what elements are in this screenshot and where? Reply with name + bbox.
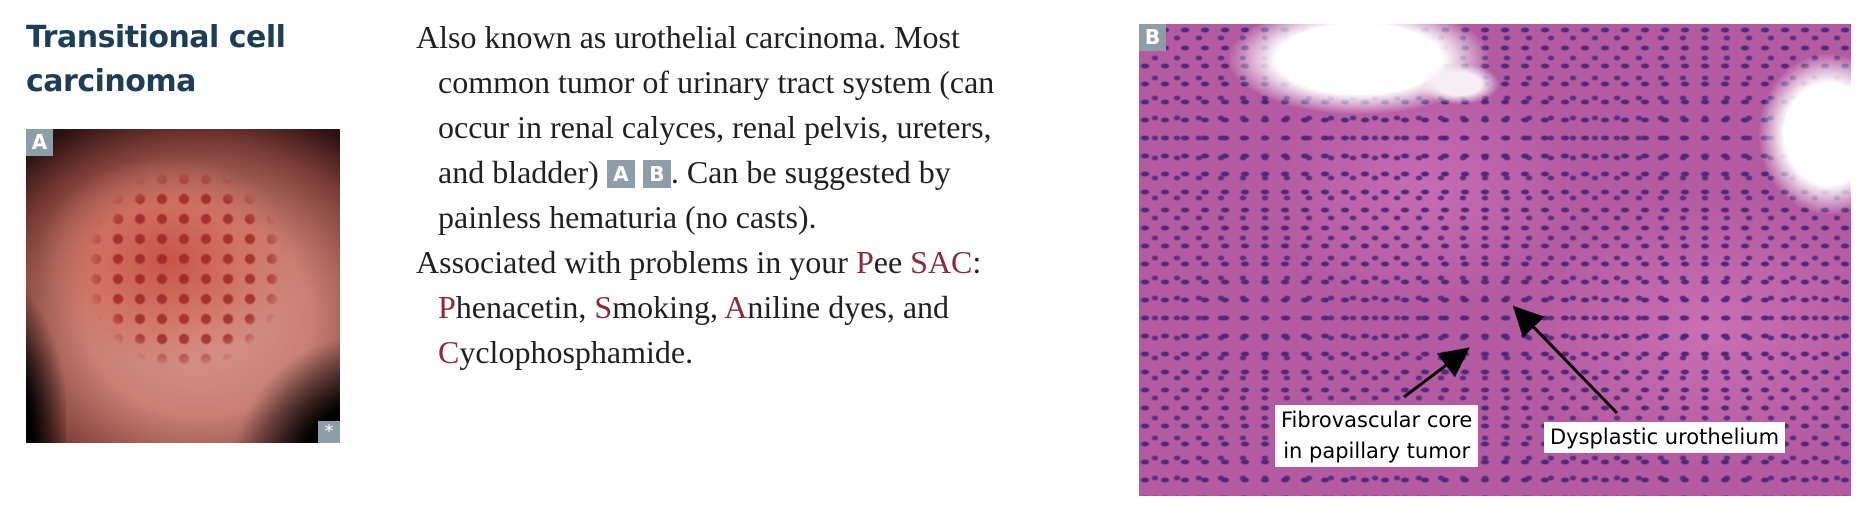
figure-ref-a[interactable]: A [606,160,635,188]
para1-line-1: Also known as urothelial carcinoma. Most [416,19,960,55]
figure-a-papillary-tumor [86,169,286,369]
callout-fibrovascular-line-1: Fibrovascular core [1281,408,1473,432]
callout-fibrovascular-line-2: in papillary tumor [1283,439,1471,463]
section-heading-line-1: Transitional cell [26,20,286,55]
para1-line-4-start: and bladder) [438,154,607,190]
description-paragraph-2: Associated with problems in your Pee SAC… [416,240,1096,375]
para2-intro: Associated with problems in your [416,244,856,280]
figure-a-cystoscopy-image: A * [26,129,340,443]
aniline-rest: niline dyes, and [747,289,950,325]
section-heading: Transitional cell carcinoma [26,16,286,104]
mnemonic-letter-p: P [855,244,874,280]
description-paragraph-1: Also known as urothelial carcinoma. Most… [416,15,1096,240]
description-text: Also known as urothelial carcinoma. Most… [416,15,1096,375]
para1-line-5: painless hematuria (no casts). [438,199,817,235]
para1-line-3: occur in renal calyces, renal pelvis, ur… [438,109,992,145]
cyclophosphamide-initial: C [438,334,460,370]
mnemonic-ee: ee [873,244,911,280]
figure-b-lumen-small [1419,64,1499,104]
callout-dysplastic-urothelium: Dysplastic urothelium [1544,422,1786,453]
cyclophosphamide-rest: yclophosphamide. [459,334,694,370]
figure-a-shadow-left [26,279,66,443]
asterisk-icon: * [318,421,340,443]
figure-b-histology-image: B Fibrovascular core in papillary tumor … [1139,24,1851,496]
figure-b-label: B [1139,24,1166,51]
smoking-initial: S [594,289,613,325]
figure-b-arrows [1403,305,1619,415]
para1-line-4-end: . Can be suggested by [670,154,951,190]
figure-ref-b[interactable]: B [642,160,671,188]
para1-line-2: common tumor of urinary tract system (ca… [438,64,995,100]
aniline-initial: A [724,289,748,325]
callout-fibrovascular-core: Fibrovascular core in papillary tumor [1275,405,1479,467]
mnemonic-sac: SAC [910,244,973,280]
phenacetin-initial: P [438,289,456,325]
mnemonic-colon: : [972,244,982,280]
arrow-dysplastic-urothelium [1512,305,1619,415]
section-heading-line-2: carcinoma [26,64,196,99]
smoking-rest: moking, [612,289,725,325]
arrow-fibrovascular-core [1403,347,1470,399]
figure-a-label: A [26,129,53,156]
phenacetin-rest: henacetin, [455,289,595,325]
